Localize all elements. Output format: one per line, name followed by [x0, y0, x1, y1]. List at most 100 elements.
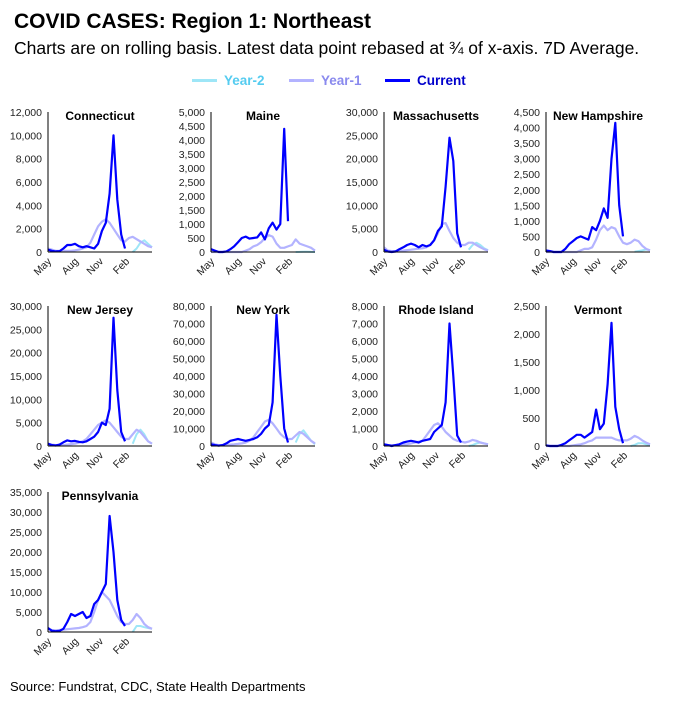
y-tick-label: 30,000: [10, 301, 42, 313]
x-tick-label: May: [368, 449, 391, 472]
legend-item-year-2: Year-2: [192, 73, 265, 88]
y-tick-label: 3,500: [179, 149, 205, 161]
y-tick-label: 0: [199, 441, 205, 453]
y-tick-label: 20,000: [346, 154, 378, 166]
y-tick-label: 5,000: [179, 107, 205, 119]
y-tick-label: 6,000: [16, 177, 42, 189]
x-tick-label: Nov: [582, 449, 604, 471]
series-line-current: [383, 136, 463, 254]
y-tick-label: 25,000: [346, 130, 378, 142]
x-tick-label: Nov: [420, 255, 442, 277]
chart-title: New Jersey: [67, 303, 133, 317]
series-line-current: [47, 134, 127, 253]
chart-new-hampshire: 0 500 1,000 1,500 2,000 2,500 3,000 3,500 4,000 4…: [498, 100, 668, 295]
x-tick-label: Nov: [247, 449, 269, 471]
y-tick-label: 3,000: [352, 389, 378, 401]
y-tick-label: 12,000: [10, 107, 42, 119]
x-tick-label: Feb: [447, 256, 468, 277]
x-tick-label: Nov: [84, 635, 106, 657]
chart-title: Vermont: [574, 303, 622, 317]
x-tick-label: Aug: [557, 256, 579, 278]
y-tick-label: 3,500: [514, 138, 540, 150]
legend-item-year-1: Year-1: [289, 73, 362, 88]
x-tick-label: Nov: [420, 449, 442, 471]
y-tick-label: 4,000: [179, 135, 205, 147]
page-title: COVID CASES: Region 1: Northeast: [14, 10, 372, 33]
x-tick-label: Nov: [582, 255, 604, 277]
chart-svg: 0 1,000 2,000 3,000 4,000 5,000 6,000 7,000 8,00…: [352, 301, 489, 472]
y-tick-label: 20,000: [10, 547, 42, 559]
series-line-current: [545, 321, 625, 448]
y-tick-label: 10,000: [346, 200, 378, 212]
chart-svg: 0 5,000 10,000 15,000 20,000 25,000 30,000 35,0…: [10, 487, 153, 658]
x-tick-label: Feb: [609, 450, 630, 471]
y-tick-label: 500: [522, 231, 540, 243]
chart-vermont: 0 500 1,000 1,500 2,000 2,500 May Aug Nov Feb Verm…: [498, 294, 668, 489]
y-tick-label: 40,000: [173, 371, 205, 383]
chart-maine: 0 500 1,000 1,500 2,000 2,500 3,000 3,500 4,000 4…: [163, 100, 333, 295]
x-tick-label: Aug: [59, 450, 81, 472]
y-tick-label: 7,000: [352, 319, 378, 331]
y-tick-label: 4,000: [514, 123, 540, 135]
y-tick-label: 500: [187, 233, 205, 245]
chart-title: Massachusetts: [393, 109, 479, 123]
chart-pennsylvania: 0 5,000 10,000 15,000 20,000 25,000 30,000 35,0…: [0, 480, 170, 675]
x-tick-label: Feb: [447, 450, 468, 471]
y-tick-label: 8,000: [352, 301, 378, 313]
y-tick-label: 0: [372, 441, 378, 453]
y-tick-label: 15,000: [10, 371, 42, 383]
chart-title: Maine: [246, 109, 280, 123]
chart-svg: 0 10,000 20,000 30,000 40,000 50,000 60,000 70,…: [173, 301, 316, 472]
y-tick-label: 2,500: [179, 177, 205, 189]
x-tick-label: May: [32, 255, 55, 278]
x-tick-label: Nov: [84, 255, 106, 277]
y-tick-label: 35,000: [10, 487, 42, 499]
y-tick-label: 4,000: [16, 200, 42, 212]
y-tick-label: 1,500: [514, 200, 540, 212]
chart-title: New York: [236, 303, 290, 317]
x-tick-label: Feb: [111, 450, 132, 471]
y-tick-label: 1,000: [352, 424, 378, 436]
y-tick-label: 3,000: [514, 154, 540, 166]
legend-item-current: Current: [385, 73, 466, 88]
x-tick-label: May: [530, 449, 553, 472]
y-tick-label: 20,000: [10, 348, 42, 360]
chart-new-jersey: 0 5,000 10,000 15,000 20,000 25,000 30,000 May A…: [0, 294, 170, 489]
legend-label: Year-1: [321, 73, 362, 88]
y-tick-label: 2,000: [352, 406, 378, 418]
x-tick-label: Nov: [247, 255, 269, 277]
series-line-current: [47, 514, 126, 633]
y-tick-label: 8,000: [16, 154, 42, 166]
chart-svg: 0 2,000 4,000 6,000 8,000 10,000 12,000 May Aug N…: [10, 107, 153, 278]
y-tick-label: 25,000: [10, 527, 42, 539]
y-tick-label: 1,500: [179, 205, 205, 217]
x-tick-label: Aug: [222, 256, 244, 278]
x-tick-label: Aug: [59, 636, 81, 658]
x-tick-label: Feb: [111, 256, 132, 277]
x-tick-label: Aug: [395, 450, 417, 472]
y-tick-label: 4,500: [514, 107, 540, 119]
y-tick-label: 2,500: [514, 301, 540, 313]
legend-swatch-current: [385, 79, 410, 82]
y-tick-label: 1,000: [179, 219, 205, 231]
y-tick-label: 5,000: [352, 224, 378, 236]
y-tick-label: 25,000: [10, 324, 42, 336]
y-tick-label: 50,000: [173, 354, 205, 366]
source-note: Source: Fundstrat, CDC, State Health Dep…: [10, 679, 306, 694]
series-line-year-1: [47, 419, 153, 447]
y-tick-label: 2,000: [179, 191, 205, 203]
y-tick-label: 15,000: [346, 177, 378, 189]
legend: Year-2 Year-1 Current: [0, 73, 677, 91]
y-tick-label: 80,000: [173, 301, 205, 313]
chart-title: Rhode Island: [398, 303, 473, 317]
chart-svg: 0 500 1,000 1,500 2,000 2,500 3,000 3,500 4,000 4…: [514, 107, 651, 278]
y-tick-label: 2,000: [514, 329, 540, 341]
series-line-current: [210, 313, 290, 447]
y-tick-label: 2,000: [514, 185, 540, 197]
chart-svg: 0 500 1,000 1,500 2,000 2,500 3,000 3,500 4,000 4…: [179, 107, 316, 278]
y-tick-label: 0: [534, 441, 540, 453]
series-line-current: [383, 322, 462, 448]
y-tick-label: 10,000: [173, 424, 205, 436]
y-tick-label: 60,000: [173, 336, 205, 348]
chart-rhode-island: 0 1,000 2,000 3,000 4,000 5,000 6,000 7,000 8,00…: [336, 294, 506, 489]
